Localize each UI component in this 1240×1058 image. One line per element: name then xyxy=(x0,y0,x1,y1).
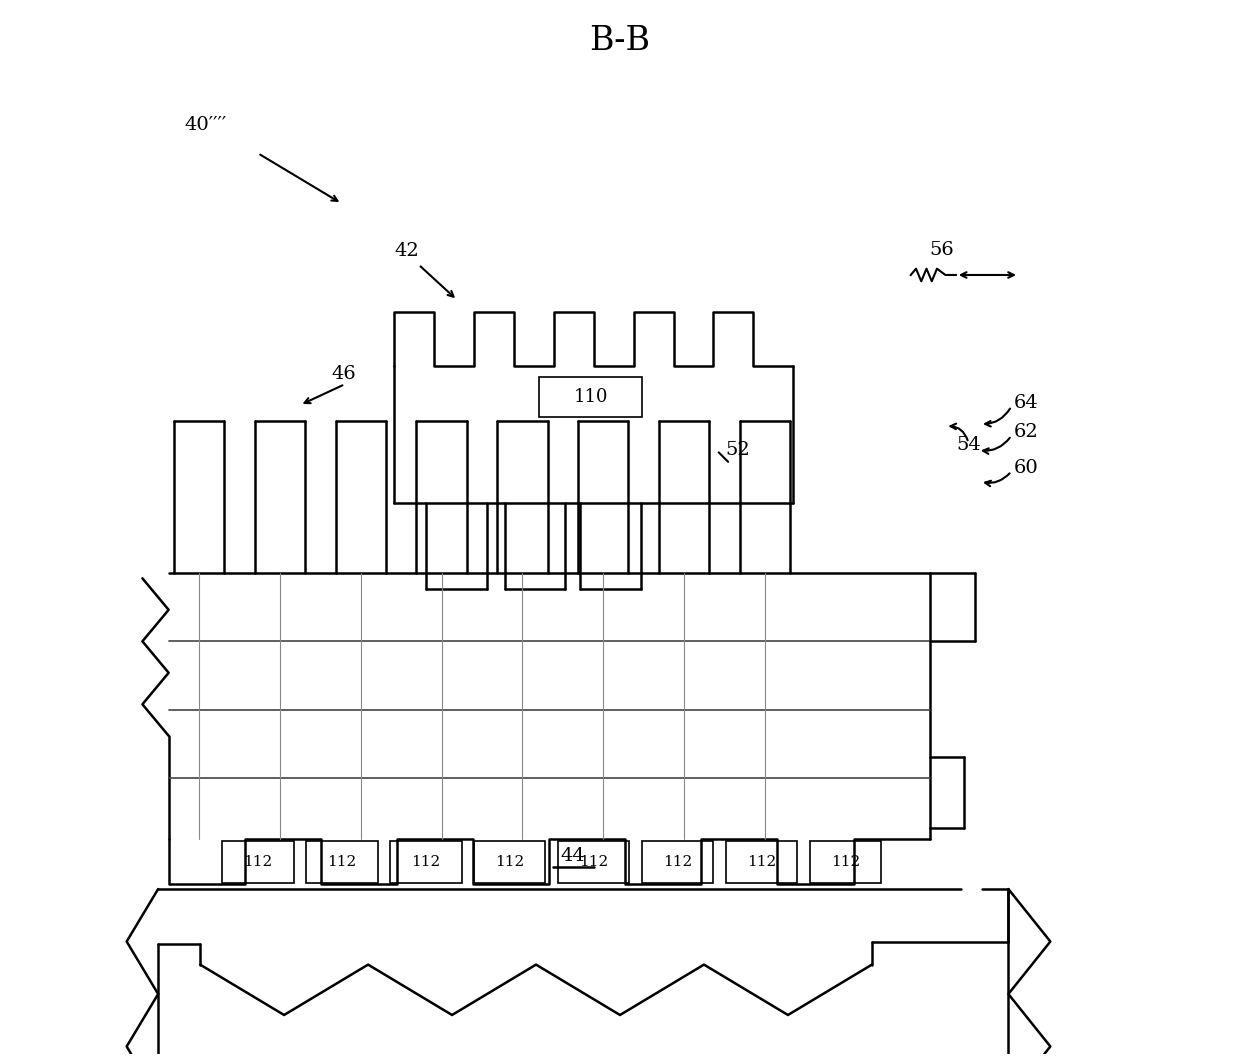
Bar xyxy=(810,841,882,882)
Text: 112: 112 xyxy=(243,855,273,869)
Text: 112: 112 xyxy=(663,855,692,869)
Text: 62: 62 xyxy=(1013,423,1038,441)
Bar xyxy=(725,841,797,882)
Text: 52: 52 xyxy=(725,441,750,459)
Text: 112: 112 xyxy=(579,855,609,869)
Text: 112: 112 xyxy=(746,855,776,869)
Text: 112: 112 xyxy=(412,855,440,869)
Text: 44: 44 xyxy=(560,847,585,865)
Text: 64: 64 xyxy=(1013,394,1038,412)
Text: 112: 112 xyxy=(495,855,525,869)
Text: 40′′′′: 40′′′′ xyxy=(185,116,227,134)
Text: 56: 56 xyxy=(930,241,955,259)
Text: 60: 60 xyxy=(1013,459,1038,477)
Text: 54: 54 xyxy=(956,436,981,454)
Text: 112: 112 xyxy=(327,855,356,869)
Bar xyxy=(642,841,713,882)
Text: B-B: B-B xyxy=(589,25,651,57)
Bar xyxy=(539,377,642,417)
Bar xyxy=(391,841,461,882)
Text: 46: 46 xyxy=(331,365,356,383)
Bar xyxy=(306,841,377,882)
Bar xyxy=(558,841,630,882)
Bar xyxy=(222,841,294,882)
Text: 110: 110 xyxy=(573,387,608,405)
Text: 42: 42 xyxy=(394,242,419,260)
Text: 112: 112 xyxy=(831,855,861,869)
Bar xyxy=(474,841,546,882)
